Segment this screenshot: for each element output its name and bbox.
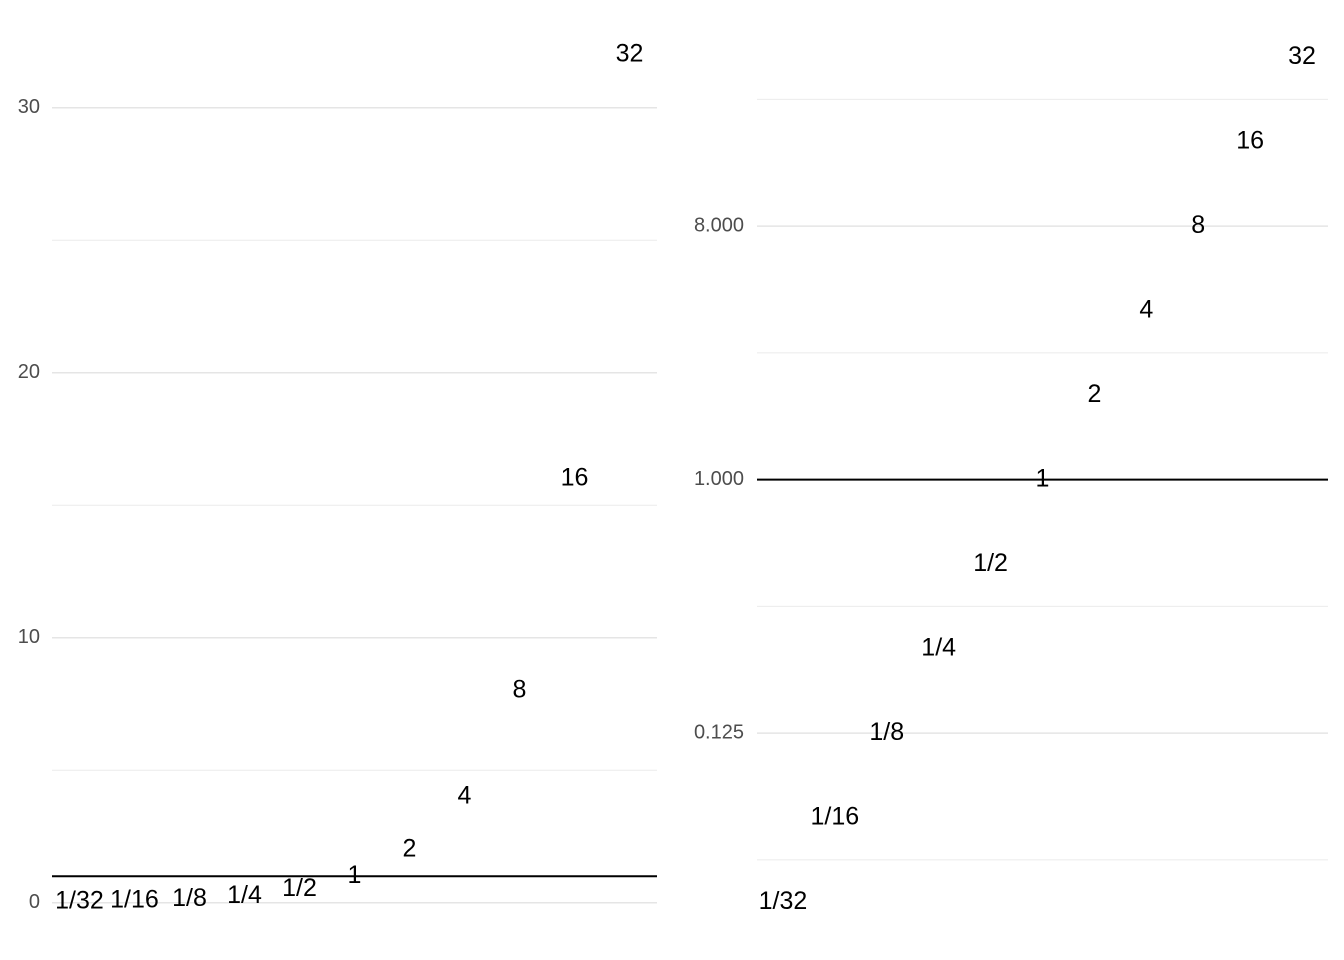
point-label: 1 xyxy=(1036,464,1050,492)
point-label: 32 xyxy=(616,39,644,67)
point-label: 16 xyxy=(561,463,589,491)
point-label: 1/16 xyxy=(110,886,159,914)
y-tick-label: 30 xyxy=(18,96,40,118)
point-label: 32 xyxy=(1288,42,1316,70)
point-label: 1/32 xyxy=(759,887,808,915)
point-label: 8 xyxy=(513,675,527,703)
y-tick-label: 8.000 xyxy=(694,214,744,236)
point-label: 16 xyxy=(1236,126,1264,154)
y-tick-label: 0 xyxy=(29,891,40,913)
point-label: 1/2 xyxy=(282,874,317,902)
point-label: 1 xyxy=(348,861,362,889)
point-label: 1/32 xyxy=(55,887,104,915)
point-label: 4 xyxy=(1139,295,1153,323)
point-label: 4 xyxy=(458,781,472,809)
point-label: 1/4 xyxy=(227,881,262,909)
point-label: 1/4 xyxy=(921,633,956,661)
y-tick-label: 0.125 xyxy=(694,721,744,743)
y-tick-label: 20 xyxy=(18,361,40,383)
point-label: 1/16 xyxy=(811,802,860,830)
y-tick-label: 10 xyxy=(18,626,40,648)
y-tick-label: 1.000 xyxy=(694,468,744,490)
point-label: 1/2 xyxy=(973,549,1008,577)
point-label: 2 xyxy=(1087,380,1101,408)
point-label: 1/8 xyxy=(172,884,207,912)
point-label: 8 xyxy=(1191,211,1205,239)
point-label: 2 xyxy=(403,834,417,862)
point-label: 1/8 xyxy=(869,718,904,746)
